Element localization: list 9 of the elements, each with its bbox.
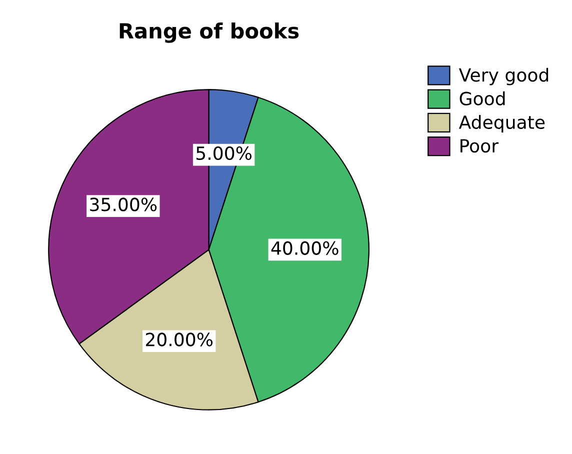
data-label: 35.00% <box>90 198 157 212</box>
data-label: 40.00% <box>271 241 338 255</box>
chart-title: Range of books <box>120 22 299 43</box>
data-label: 20.00% <box>146 332 213 346</box>
legend-label: Good <box>460 91 505 106</box>
data-label: 5.00% <box>196 146 252 160</box>
legend-label: Very good <box>458 68 548 86</box>
legend-label: Adequate <box>458 115 545 133</box>
legend-label: Poor <box>460 139 499 153</box>
